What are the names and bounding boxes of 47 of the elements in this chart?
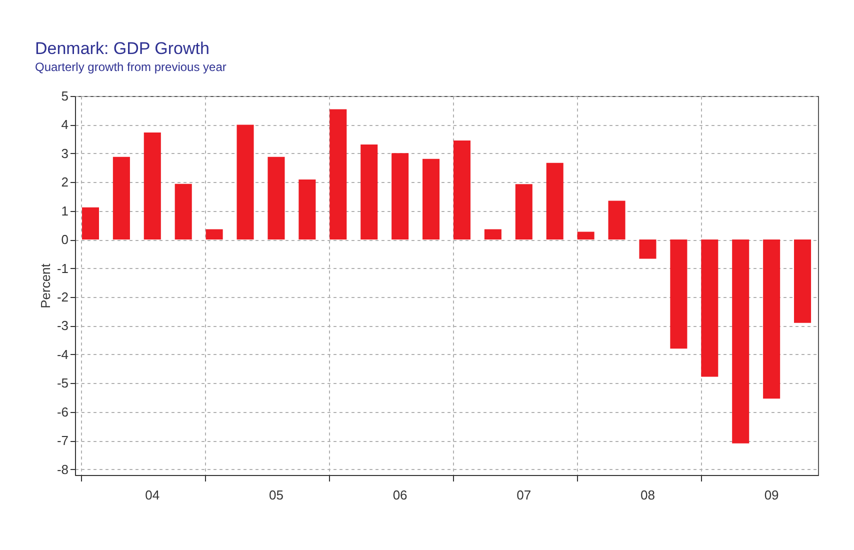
bar [732, 240, 750, 444]
bar [112, 156, 130, 240]
bar [360, 144, 378, 240]
y-tick-label: 1 [61, 203, 68, 218]
y-tick-label: -6 [56, 404, 68, 420]
bar [763, 240, 780, 399]
bar [670, 240, 688, 349]
y-tick-label: -8 [56, 462, 68, 477]
y-tick-label: -1 [56, 260, 68, 276]
bar [330, 109, 347, 240]
bar [577, 232, 594, 240]
x-tick-label: 09 [764, 488, 779, 502]
bar [268, 156, 285, 240]
y-tick-label: -4 [56, 346, 68, 362]
y-axis-title: Percent [38, 263, 53, 308]
y-tick-label: -5 [56, 376, 68, 391]
bar [546, 162, 564, 240]
bar [422, 158, 440, 240]
x-tick-label: 07 [516, 488, 532, 502]
y-tick-label: 5 [61, 88, 68, 104]
bar [206, 229, 223, 240]
bar [82, 207, 99, 240]
y-tick-label: 2 [61, 174, 68, 190]
x-tick-label: 04 [145, 488, 160, 502]
y-tick-label: 0 [61, 232, 68, 248]
bar [174, 184, 192, 240]
bar [392, 153, 409, 240]
y-tick-label: 4 [61, 117, 68, 132]
bar [794, 240, 812, 323]
x-tick-label: 06 [392, 488, 408, 502]
bar [484, 229, 502, 240]
chart-subtitle: Quarterly growth from previous year [35, 60, 226, 74]
x-tick-label: 05 [268, 488, 284, 502]
chart-title: Denmark: GDP Growth [35, 39, 210, 58]
y-tick-label: -3 [56, 318, 68, 334]
bar [515, 184, 532, 240]
bar [453, 140, 470, 240]
bar [639, 240, 656, 259]
bar [701, 240, 718, 377]
y-tick-label: -7 [56, 433, 68, 448]
y-tick-label: -2 [56, 289, 68, 304]
bar [298, 180, 316, 240]
bar [144, 132, 161, 240]
bar [608, 200, 626, 240]
y-tick-label: 3 [61, 146, 68, 161]
x-tick-label: 08 [640, 488, 655, 502]
bar [236, 124, 254, 240]
